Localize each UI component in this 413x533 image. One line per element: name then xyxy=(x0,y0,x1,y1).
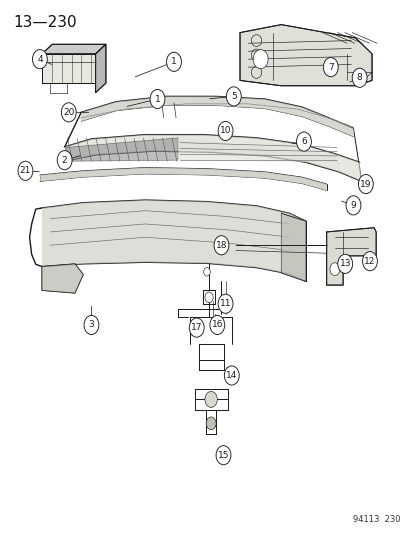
Polygon shape xyxy=(64,135,361,181)
Circle shape xyxy=(32,50,47,69)
Polygon shape xyxy=(42,264,83,293)
Text: 3: 3 xyxy=(88,320,94,329)
Text: 9: 9 xyxy=(350,201,356,210)
Circle shape xyxy=(189,318,204,337)
Text: 7: 7 xyxy=(327,63,333,71)
Text: 20: 20 xyxy=(63,108,74,117)
Circle shape xyxy=(345,196,360,215)
Circle shape xyxy=(337,254,352,273)
Text: 13: 13 xyxy=(339,260,350,268)
Circle shape xyxy=(204,292,213,303)
Circle shape xyxy=(166,52,181,71)
Text: 21: 21 xyxy=(20,166,31,175)
Text: 10: 10 xyxy=(219,126,231,135)
Polygon shape xyxy=(326,228,375,285)
Circle shape xyxy=(84,316,99,335)
Text: 15: 15 xyxy=(217,451,229,460)
Text: 19: 19 xyxy=(359,180,371,189)
Text: 1: 1 xyxy=(154,94,160,103)
Text: 18: 18 xyxy=(215,241,227,250)
Polygon shape xyxy=(66,138,178,161)
Polygon shape xyxy=(95,44,106,93)
Circle shape xyxy=(216,446,230,465)
Circle shape xyxy=(61,103,76,122)
Text: 4: 4 xyxy=(37,55,43,63)
Circle shape xyxy=(253,50,268,69)
Circle shape xyxy=(150,90,164,109)
Circle shape xyxy=(57,151,72,169)
Polygon shape xyxy=(42,44,106,54)
Circle shape xyxy=(224,366,239,385)
Text: 14: 14 xyxy=(225,371,237,380)
Circle shape xyxy=(323,58,337,77)
Text: 12: 12 xyxy=(363,257,375,265)
Polygon shape xyxy=(280,213,305,281)
Circle shape xyxy=(204,391,217,407)
Circle shape xyxy=(218,122,233,141)
Polygon shape xyxy=(81,96,353,137)
Circle shape xyxy=(327,66,333,74)
Circle shape xyxy=(18,161,33,180)
Text: 13—230: 13—230 xyxy=(13,15,76,30)
Text: 17: 17 xyxy=(190,323,202,332)
Circle shape xyxy=(358,174,373,193)
Circle shape xyxy=(296,132,311,151)
Polygon shape xyxy=(42,54,95,83)
Circle shape xyxy=(218,294,233,313)
Circle shape xyxy=(329,263,339,276)
Polygon shape xyxy=(240,25,371,86)
Text: 6: 6 xyxy=(300,137,306,146)
Polygon shape xyxy=(178,138,338,173)
Circle shape xyxy=(214,236,228,255)
Text: 11: 11 xyxy=(219,299,231,308)
Text: 2: 2 xyxy=(62,156,67,165)
Text: 1: 1 xyxy=(171,58,176,66)
Circle shape xyxy=(362,252,377,271)
Circle shape xyxy=(206,417,216,430)
Text: 16: 16 xyxy=(211,320,223,329)
Circle shape xyxy=(351,68,366,87)
Text: 94113  230: 94113 230 xyxy=(353,515,400,524)
Circle shape xyxy=(226,87,241,106)
Circle shape xyxy=(203,268,210,276)
Text: 5: 5 xyxy=(230,92,236,101)
Polygon shape xyxy=(40,167,326,190)
Circle shape xyxy=(209,316,224,335)
Text: 8: 8 xyxy=(356,73,362,82)
Polygon shape xyxy=(42,200,305,281)
